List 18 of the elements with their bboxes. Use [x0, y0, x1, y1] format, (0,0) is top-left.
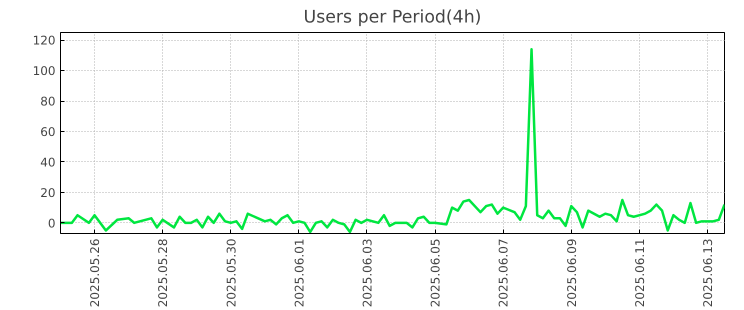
x-tick-label: 2025.06.03 [360, 238, 374, 308]
y-tick-label: 0 [48, 216, 56, 230]
x-tick-label: 2025.05.28 [156, 238, 170, 308]
x-tick-label: 2025.06.11 [632, 238, 647, 308]
y-tick-label: 120 [32, 34, 56, 48]
x-tick-label: 2025.06.13 [700, 238, 715, 308]
x-tick-label: 2025.05.30 [224, 238, 238, 308]
x-tick-label: 2025.06.07 [496, 238, 511, 308]
x-tick-label: 2025.05.26 [88, 238, 102, 308]
y-tick-label: 100 [32, 64, 56, 78]
x-tick-label: 2025.06.01 [292, 238, 306, 308]
chart-title: Users per Period(4h) [304, 8, 482, 28]
y-tick-label: 20 [40, 186, 56, 200]
y-tick-label: 80 [40, 94, 56, 109]
y-tick-label: 60 [40, 124, 56, 139]
x-tick-label: 2025.06.05 [428, 238, 443, 308]
x-tick-label: 2025.06.09 [564, 238, 579, 308]
y-tick-label: 40 [40, 155, 56, 170]
